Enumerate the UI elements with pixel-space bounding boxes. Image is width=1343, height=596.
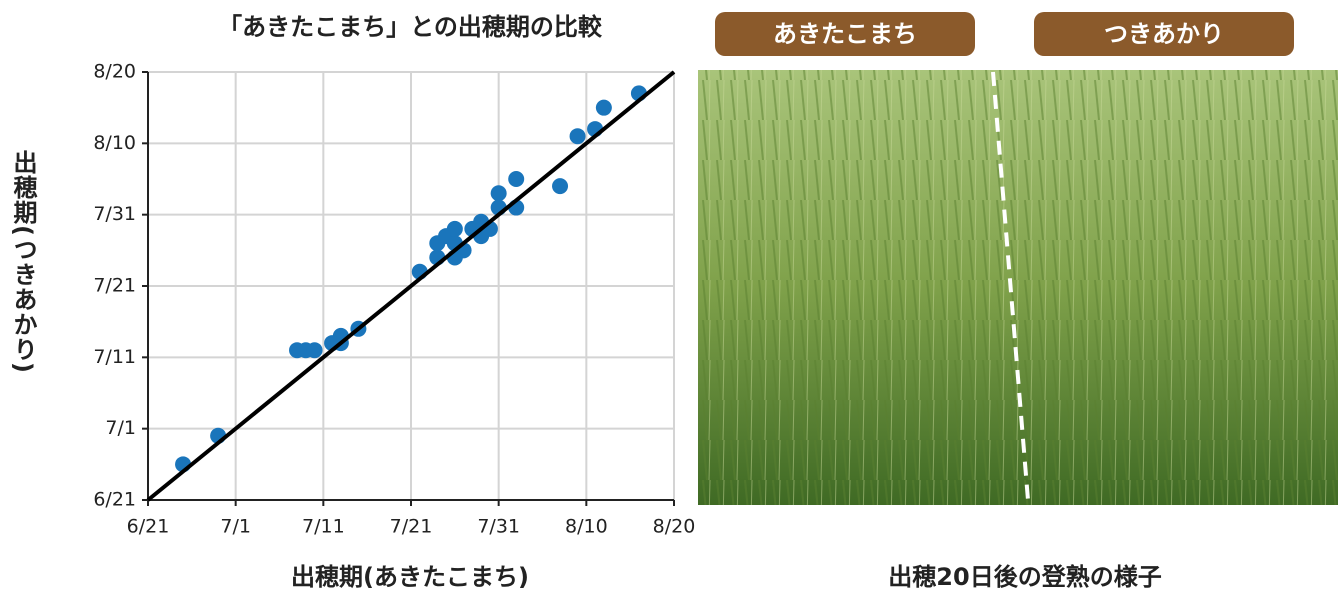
y-tick-label: 6/21 xyxy=(93,489,136,511)
label-box xyxy=(715,12,975,56)
divider xyxy=(991,71,1030,501)
y-tick-label: 7/31 xyxy=(93,203,136,225)
x-tick-label: 8/20 xyxy=(653,516,696,538)
x-tick-label: 7/31 xyxy=(477,516,520,538)
x-tick-label: 6/21 xyxy=(127,516,170,538)
point xyxy=(552,178,569,195)
y-tick-label: 7/11 xyxy=(93,346,136,368)
y-axis-label: 出穂期(つきあかり) xyxy=(9,150,37,374)
y-tick-label: 8/10 xyxy=(93,132,136,154)
chart-title: 「あきたこまち」との出穂期の比較 xyxy=(218,13,603,41)
point xyxy=(446,220,463,237)
photo-label: あきたこまち xyxy=(773,20,917,48)
x-tick-label: 7/11 xyxy=(302,516,345,538)
y-tick-label: 7/21 xyxy=(93,275,136,297)
point xyxy=(508,171,525,187)
photo-label: つきあかり xyxy=(1104,20,1224,48)
label-box xyxy=(1034,12,1294,56)
point xyxy=(569,128,586,145)
photo-caption: 出穂20日後の登熟の様子 xyxy=(888,563,1161,591)
x-tick-label: 7/1 xyxy=(220,516,251,538)
x-axis-label: 出穂期(あきたこまち) xyxy=(291,563,529,591)
photo-texture xyxy=(698,70,1338,505)
x-tick-label: 7/21 xyxy=(390,516,433,538)
y-tick-label: 7/1 xyxy=(105,417,136,439)
reference-line xyxy=(146,70,676,502)
point xyxy=(490,185,507,202)
point xyxy=(306,342,323,359)
y-tick-label: 8/20 xyxy=(93,61,136,83)
point xyxy=(595,99,612,116)
x-tick-label: 8/10 xyxy=(565,516,608,538)
